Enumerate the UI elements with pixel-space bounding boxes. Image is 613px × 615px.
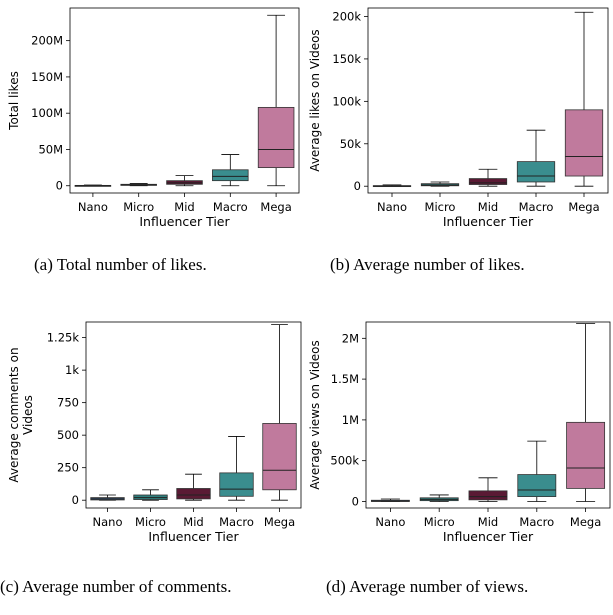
x-axis-label: Influencer Tier: [443, 214, 534, 229]
chart-total-likes: 0 50M 100M 150M 200M Nano Micro Mid Macro Mega Inf…: [7, 7, 300, 229]
caption-a: (a) Total number of likes.: [34, 255, 207, 274]
box-mega: [257, 106, 295, 169]
x-tick-label: Macro: [213, 200, 248, 214]
x-tick-label: Mega: [570, 515, 601, 529]
x-axis-label: Influencer Tier: [139, 214, 230, 229]
chart-average-likes: 0 50k 100k 150k 200k Nano Micro Mid Macro Mega Inf…: [308, 7, 609, 229]
x-tick-label: Mega: [568, 200, 599, 214]
y-tick-label: 1.25k: [47, 331, 80, 345]
y-tick-label: 50M: [38, 142, 63, 156]
y-axis-label: Average likes on Videos: [308, 29, 322, 171]
y-axis-label: Total likes: [7, 71, 21, 131]
x-tick-label: Mega: [260, 200, 291, 214]
y-tick-label: 0: [352, 494, 359, 508]
y-tick-label: 750: [57, 396, 79, 410]
y-tick-label: 1k: [65, 363, 79, 377]
x-tick-label: Nano: [78, 200, 108, 214]
y-tick-label: 0: [354, 179, 361, 193]
x-tick-label: Mid: [174, 200, 194, 214]
x-axis-label: Influencer Tier: [443, 529, 534, 544]
x-tick-label: Macro: [519, 200, 554, 214]
box-mid: [468, 178, 508, 185]
y-axis-label: Average comments onVideos: [7, 347, 35, 482]
box-mega: [262, 423, 297, 491]
y-tick-label: 2M: [342, 331, 359, 345]
x-tick-label: Mid: [478, 515, 498, 529]
y-tick-label: 100k: [332, 94, 361, 108]
y-tick-label: 150k: [332, 52, 361, 66]
x-tick-label: Nano: [377, 200, 407, 214]
y-tick-label: 100M: [31, 106, 63, 120]
x-tick-label: Micro: [425, 200, 456, 214]
x-tick-label: Mid: [478, 200, 498, 214]
x-tick-label: Macro: [219, 515, 254, 529]
box-macro: [517, 474, 557, 497]
y-tick-label: 1M: [342, 413, 359, 427]
y-tick-label: 0: [56, 179, 63, 193]
x-tick-label: Mega: [264, 515, 295, 529]
box-macro: [212, 169, 249, 182]
chart-average-views: 0 500k 1M 1.5M 2M Nano Micro Mid Macro Mega Influe…: [308, 321, 611, 544]
x-tick-label: Micro: [123, 200, 154, 214]
x-axis-label: Influencer Tier: [148, 529, 239, 544]
y-tick-label: 50k: [340, 137, 362, 151]
caption-b: (b) Average number of likes.: [330, 255, 525, 274]
x-tick-label: Macro: [519, 515, 554, 529]
caption-d: (d) Average number of views.: [326, 577, 529, 596]
y-tick-label: 200k: [332, 9, 361, 23]
y-tick-label: 1.5M: [331, 372, 359, 386]
y-tick-label: 200M: [31, 34, 63, 48]
y-tick-label: 500k: [330, 454, 359, 468]
y-axis-label: Average views on Videos: [308, 340, 322, 489]
x-tick-label: Mid: [183, 515, 203, 529]
x-tick-label: Nano: [93, 515, 123, 529]
box-macro: [219, 472, 254, 497]
box-macro: [516, 161, 556, 183]
box-mid: [468, 490, 508, 501]
y-tick-label: 500: [57, 428, 79, 442]
box-mega: [564, 109, 604, 177]
box-mega: [566, 421, 606, 489]
y-tick-label: 150M: [31, 70, 63, 84]
x-tick-label: Micro: [135, 515, 166, 529]
x-tick-label: Micro: [424, 515, 455, 529]
box-mid: [176, 488, 211, 500]
caption-c: (c) Average number of comments.: [0, 577, 232, 596]
y-axis-label-line: Videos: [21, 395, 35, 435]
chart-average-comments: 0 250 500 750 1k 1.25k Nano Micro Mid Macro Mega In…: [7, 321, 302, 544]
y-tick-label: 250: [57, 461, 79, 475]
x-tick-label: Nano: [375, 515, 405, 529]
y-axis-label-line: Average comments on: [7, 347, 21, 482]
y-tick-label: 0: [72, 493, 79, 507]
